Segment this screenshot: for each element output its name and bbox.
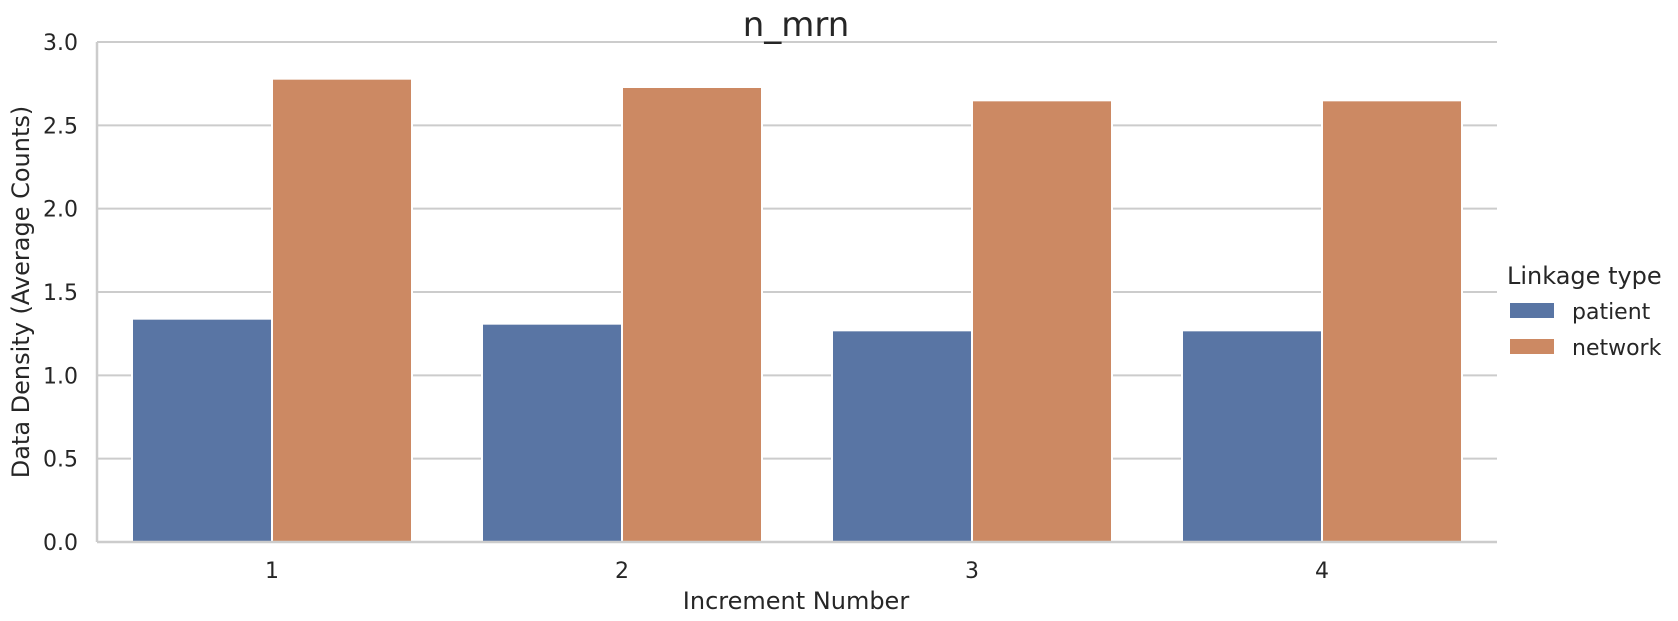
bar-patient-2 [481, 322, 623, 543]
legend: Linkage type patient network [1507, 262, 1662, 361]
bar-patient-3 [831, 329, 973, 544]
legend-swatch-patient [1510, 303, 1554, 318]
y-tick-label: 2.0 [43, 198, 78, 223]
y-tick-label: 3.0 [43, 31, 78, 56]
x-axis-title: Increment Number [683, 587, 910, 615]
chart-title: n_mrn [743, 5, 850, 45]
y-tick-label: 1.5 [43, 281, 78, 306]
legend-swatch-network [1510, 339, 1554, 354]
x-tick-label: 1 [265, 559, 279, 584]
legend-title: Linkage type [1507, 262, 1662, 290]
x-tick-label: 3 [965, 559, 979, 584]
x-tick-label: 4 [1315, 559, 1329, 584]
legend-label-patient: patient [1572, 300, 1651, 325]
bars [131, 77, 1463, 544]
axes [95, 42, 1497, 544]
y-tick-label: 0.0 [43, 531, 78, 556]
x-tick-labels: 1 2 3 4 [265, 559, 1329, 584]
bar-network-1 [271, 77, 413, 544]
y-tick-label: 0.5 [43, 448, 78, 473]
y-tick-label: 1.0 [43, 364, 78, 389]
legend-label-network: network [1572, 336, 1662, 361]
bar-patient-4 [1181, 329, 1323, 544]
bar-network-2 [621, 86, 763, 543]
y-tick-labels: 0.0 0.5 1.0 1.5 2.0 2.5 3.0 [43, 31, 78, 556]
bar-network-3 [971, 99, 1113, 543]
bar-network-4 [1321, 99, 1463, 543]
y-axis-title: Data Density (Average Counts) [7, 106, 35, 479]
x-tick-label: 2 [615, 559, 629, 584]
y-tick-label: 2.5 [43, 114, 78, 139]
bar-patient-1 [131, 317, 273, 543]
